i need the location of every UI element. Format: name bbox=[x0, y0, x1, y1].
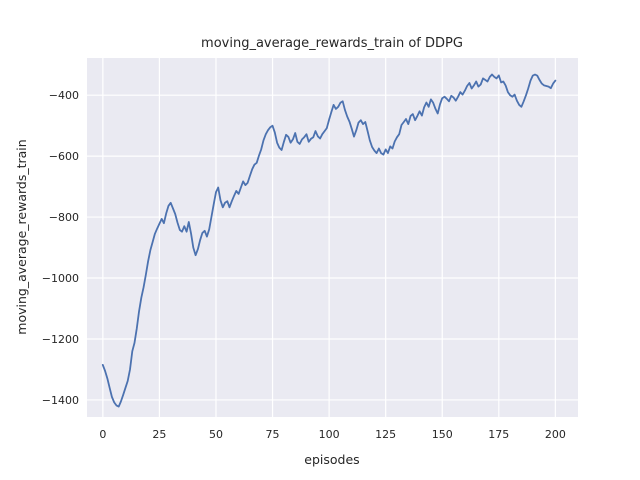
y-tick-label: −1200 bbox=[42, 333, 79, 346]
x-axis-label: episodes bbox=[304, 452, 359, 467]
x-tick-label: 100 bbox=[319, 428, 340, 441]
y-tick-label: −400 bbox=[49, 89, 79, 102]
x-tick-label: 200 bbox=[545, 428, 566, 441]
grid-layer bbox=[87, 58, 578, 417]
x-tick-label: 25 bbox=[152, 428, 166, 441]
tick-layer: 0 25 50 75 100 125 150 175 200 −400 −600 −800 −1000 −… bbox=[42, 89, 566, 441]
y-tick-label: −800 bbox=[49, 211, 79, 224]
x-tick-label: 150 bbox=[432, 428, 453, 441]
x-tick-label: 125 bbox=[375, 428, 396, 441]
x-tick-label: 0 bbox=[99, 428, 106, 441]
x-tick-label: 50 bbox=[209, 428, 223, 441]
chart-title: moving_average_rewards_train of DDPG bbox=[201, 36, 463, 51]
y-tick-label: −1000 bbox=[42, 272, 79, 285]
x-tick-label: 75 bbox=[266, 428, 280, 441]
line-series bbox=[101, 73, 557, 408]
y-tick-label: −1400 bbox=[42, 394, 79, 407]
y-tick-label: −600 bbox=[49, 150, 79, 163]
series-layer bbox=[101, 73, 557, 408]
x-tick-label: 175 bbox=[488, 428, 509, 441]
y-axis-label: moving_average_rewards_train bbox=[14, 139, 29, 334]
plot-area bbox=[87, 58, 578, 417]
